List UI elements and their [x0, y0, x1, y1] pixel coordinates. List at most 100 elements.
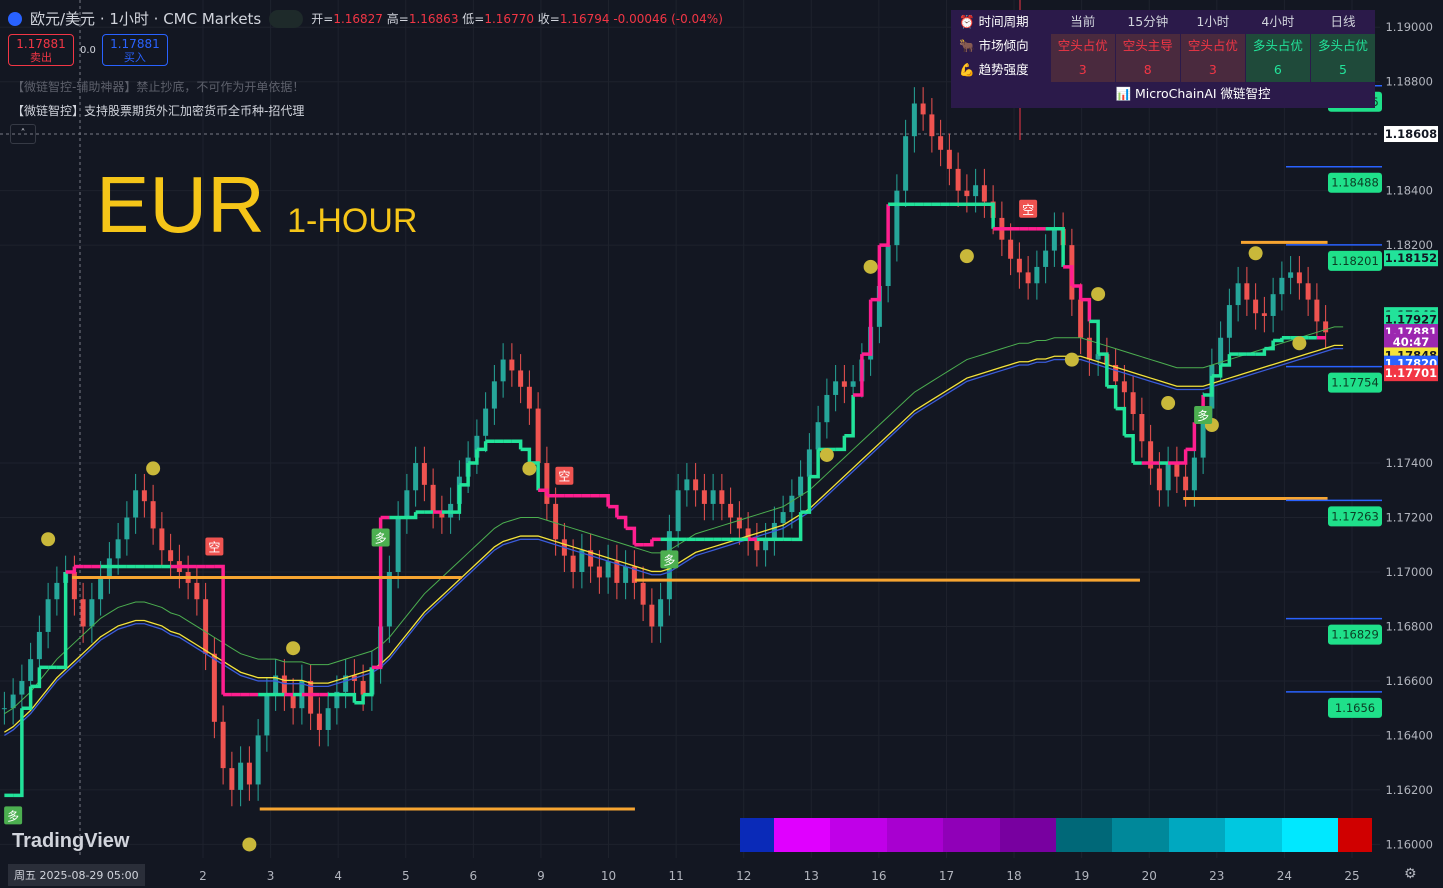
trailing-stop-segment	[853, 354, 864, 397]
candle-body	[439, 512, 445, 518]
y-tick-label: 1.17400	[1385, 456, 1433, 470]
candle-body	[1270, 294, 1276, 316]
candle-body	[211, 653, 217, 722]
y-tick-label: 1.17200	[1385, 511, 1433, 525]
candle-body	[1025, 272, 1031, 284]
candle-body	[1121, 381, 1127, 393]
crosshair-date-label: 周五 2025-08-29 05:00	[8, 864, 145, 886]
signal-dot	[286, 641, 301, 656]
x-tick-label: 3	[267, 869, 275, 883]
gear-icon[interactable]: ⚙	[1404, 866, 1417, 882]
trailing-stop-segment	[214, 564, 225, 695]
trailing-stop-segment	[1255, 348, 1267, 356]
candle-body	[124, 517, 130, 540]
strip-segment	[1338, 818, 1373, 852]
exchange-logo-icon	[8, 11, 22, 26]
candle-body	[220, 721, 226, 769]
signal-badge-label: 多	[7, 809, 19, 823]
x-tick-label: 24	[1277, 869, 1292, 883]
candle-body	[640, 582, 646, 605]
level-tag	[1328, 697, 1382, 718]
signal-badge-label: 空	[558, 470, 570, 484]
candle-body	[920, 103, 926, 115]
candle-body	[876, 286, 882, 327]
candle-body	[19, 680, 25, 695]
y-tick-label: 1.18400	[1385, 184, 1433, 198]
candle-body	[1323, 321, 1329, 333]
candle-body	[483, 408, 489, 436]
signal-dot	[1248, 246, 1263, 261]
candle-body	[395, 517, 401, 572]
candle-body	[168, 550, 174, 562]
price-tag	[1384, 126, 1438, 143]
candle-body	[570, 555, 576, 572]
strip-segment	[740, 818, 774, 852]
buy-button[interactable]: 1.17881 买入	[101, 34, 168, 66]
candle-body	[780, 512, 786, 523]
candle-body	[763, 539, 769, 551]
candle-body	[491, 381, 497, 409]
candle-body	[850, 381, 856, 387]
trailing-stop-segment	[450, 484, 462, 514]
tradingview-logo[interactable]: TradingView	[12, 830, 130, 852]
candle-body	[518, 370, 524, 387]
candle-body	[815, 422, 821, 450]
symbol-title[interactable]: 欧元/美元 · 1小时 · CMC Markets	[30, 10, 262, 28]
trailing-stop-segment	[791, 512, 803, 542]
level-tag-label: 1.17263	[1331, 509, 1379, 523]
x-tick-label: 9	[537, 869, 545, 883]
level-tag-label: 1.17754	[1331, 376, 1379, 390]
candle-body	[45, 599, 51, 632]
candle-body	[938, 136, 944, 150]
price-tag	[1384, 311, 1438, 328]
trailing-stop-segment	[1124, 434, 1135, 464]
signal-dot	[959, 249, 974, 264]
signal-badge	[1019, 199, 1038, 218]
trailing-stop-segment	[861, 299, 873, 356]
level-tag-label: 1.18201	[1331, 254, 1379, 268]
candle-body	[623, 566, 629, 583]
indicator-legend-1[interactable]: 【微链智控-辅助神器】禁止抄底，不可作为开单依据！	[12, 80, 305, 94]
candle-body	[684, 479, 690, 491]
signal-badge	[4, 806, 23, 825]
candle-body	[693, 479, 699, 491]
signal-badge	[660, 550, 679, 569]
sell-button[interactable]: 1.17881 卖出	[8, 34, 74, 66]
candle-body	[115, 539, 121, 559]
candle-body	[535, 408, 541, 464]
candle-body	[273, 675, 279, 695]
trailing-stop-segment	[844, 394, 855, 438]
candle-body	[1, 708, 7, 710]
candle-body	[308, 680, 314, 714]
trailing-stop-segment	[511, 439, 523, 450]
x-tick-label: 25	[1344, 869, 1359, 883]
x-tick-label: 19	[1074, 869, 1089, 883]
indicator-legend-2[interactable]: 【微链智控】支持股票期货外汇加密货币全币种-招代理	[12, 104, 305, 118]
candle-body	[325, 708, 331, 730]
candle-body	[54, 582, 60, 600]
y-tick-label: 1.16400	[1385, 728, 1433, 742]
candle-body	[903, 136, 909, 191]
candle-body	[255, 735, 261, 785]
signal-dot	[1064, 352, 1079, 367]
trailing-stop-segment	[1071, 284, 1083, 300]
table-direction-row: 🐂 市场倾向 空头占优 空头主导 空头占优 多头占优 多头占优	[951, 34, 1375, 58]
collapse-legend-button[interactable]: ˄	[10, 124, 36, 144]
signal-dot	[146, 461, 161, 476]
market-status-icon[interactable]	[269, 9, 304, 28]
candle-body	[719, 490, 725, 504]
candle-body	[579, 550, 585, 572]
x-tick-label: 5	[402, 869, 410, 883]
signal-badge	[205, 537, 224, 556]
candle-body	[833, 381, 839, 395]
trailing-stop-segment	[56, 572, 68, 670]
candle-body	[1086, 337, 1092, 360]
candle-body	[1016, 258, 1022, 273]
trailing-stop-segment	[538, 488, 549, 496]
y-tick-label: 1.16000	[1385, 837, 1433, 851]
chart-watermark-title: EUR 1-HOUR	[96, 160, 418, 249]
trailing-stop-segment	[1063, 265, 1074, 286]
strip-segment	[1056, 818, 1113, 852]
level-tag-label: 1.1656	[1335, 701, 1375, 715]
